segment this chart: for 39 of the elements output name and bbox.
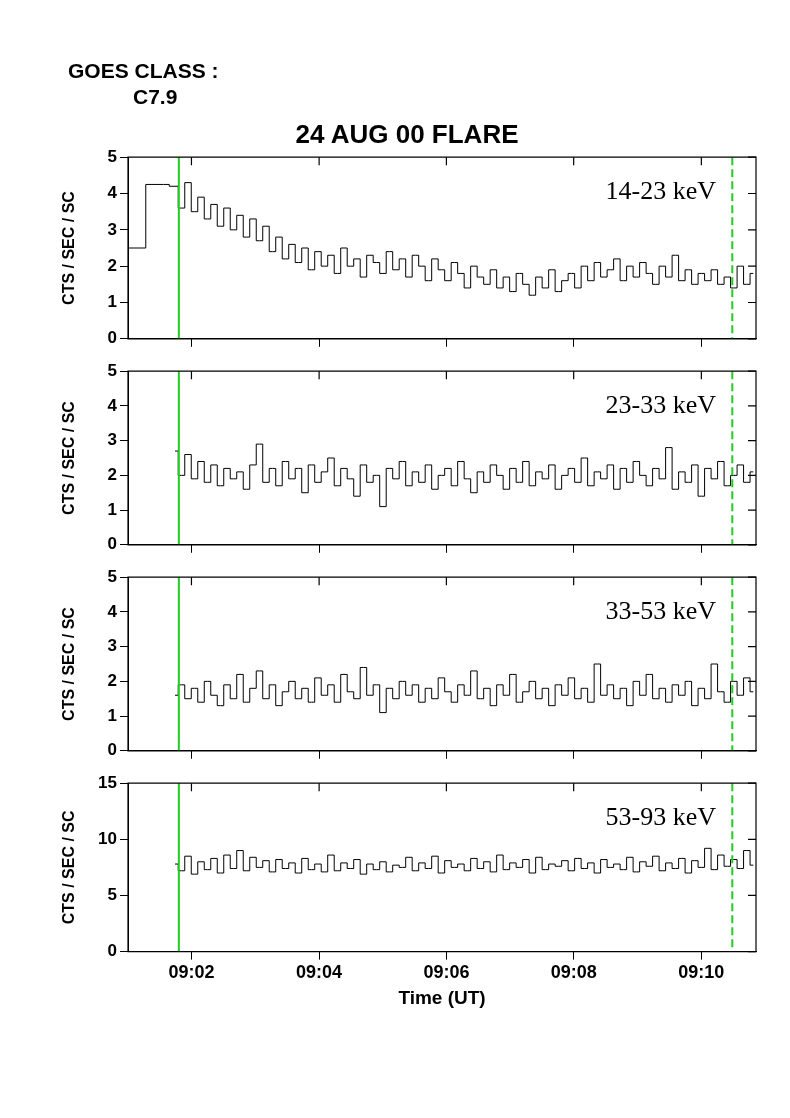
x-axis-title: Time (UT) [398,986,486,1008]
y-tick-label: 1 [107,705,117,725]
annotation: 14-23 keV [605,176,717,206]
y-tick-label: 4 [107,183,118,203]
annotation: 33-53 keV [605,596,717,626]
y-tick-label: 15 [98,772,117,792]
x-tick-label: 09:04 [296,962,343,983]
x-tick-label: 09:06 [423,962,470,983]
y-tick-label: 2 [107,255,117,275]
y-tick-label: 2 [107,465,117,485]
y-tick-label: 1 [107,499,117,519]
x-tick-label: 09:08 [550,962,597,983]
chart-title: 24 AUG 00 FLARE [295,118,519,149]
y-tick-label: 1 [107,292,117,312]
y-axis-title: CTS / SEC / SC [60,606,78,721]
y-tick-label: 5 [107,566,117,586]
x-tick-label: 09:10 [678,962,725,983]
x-tick-label: 09:02 [168,962,215,983]
y-axis-title: CTS / SEC / SC [60,190,78,305]
y-tick-label: 0 [107,740,117,760]
y-tick-label: 3 [107,430,117,450]
y-tick-label: 4 [107,395,118,415]
y-tick-label: 0 [107,534,117,554]
annotation: 23-33 keV [605,390,717,420]
y-axis-title: CTS / SEC / SC [60,810,78,925]
y-axis-title: CTS / SEC / SC [60,400,78,515]
text: C7.9 [133,84,179,110]
annotation: 53-93 keV [605,802,717,832]
y-tick-label: 4 [107,601,118,621]
y-tick-label: 3 [107,219,117,239]
y-tick-label: 0 [107,328,117,348]
y-tick-label: 0 [107,941,117,961]
y-tick-label: 10 [98,829,117,849]
y-tick-label: 3 [107,636,117,656]
y-tick-label: 2 [107,671,117,691]
text: GOES CLASS : [68,58,220,84]
y-tick-label: 5 [107,146,117,166]
y-tick-label: 5 [107,360,117,380]
y-tick-label: 5 [107,885,117,905]
